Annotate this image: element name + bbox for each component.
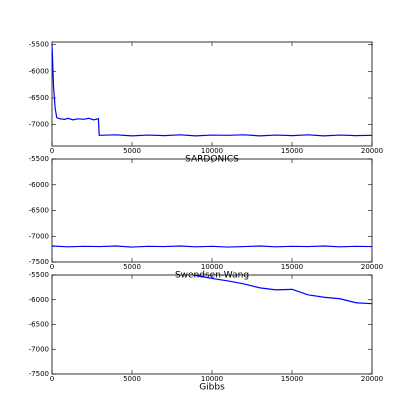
x-tick-label: 15000 [281, 263, 303, 271]
x-tick-label: 0 [50, 263, 54, 271]
x-tick-label: 0 [50, 375, 54, 383]
y-tick-label: -5500 [29, 155, 49, 163]
x-tick-label: 15000 [281, 147, 303, 155]
x-tick-label: 10000 [201, 375, 223, 383]
x-tick-label: 10000 [201, 147, 223, 155]
x-tick-label: 10000 [201, 263, 223, 271]
y-tick-label: -7500 [29, 370, 49, 378]
y-tick-label: -6000 [29, 181, 49, 189]
y-tick-label: -6500 [29, 321, 49, 329]
y-tick-label: -7000 [29, 121, 49, 129]
x-axis-label: Gibbs [199, 383, 225, 393]
y-tick-label: -6500 [29, 94, 49, 102]
axes-frame [51, 41, 373, 147]
x-tick-label: 0 [50, 147, 54, 155]
y-tick-label: -7000 [29, 232, 49, 240]
x-tick-label: 5000 [123, 375, 141, 383]
x-tick-label: 5000 [123, 263, 141, 271]
y-tick-label: -5500 [29, 41, 49, 49]
x-tick-label: 20000 [361, 147, 383, 155]
x-tick-label: 15000 [281, 375, 303, 383]
y-tick-label: -5500 [29, 271, 49, 279]
y-tick-label: -7500 [29, 258, 49, 266]
x-tick-label: 20000 [361, 375, 383, 383]
y-tick-label: -7000 [29, 345, 49, 353]
axes-frame [51, 274, 373, 375]
data-line [192, 275, 372, 305]
y-tick-label: -6500 [29, 207, 49, 215]
y-tick-label: -6000 [29, 67, 49, 75]
x-tick-label: 5000 [123, 147, 141, 155]
data-line [52, 245, 372, 248]
data-line [52, 44, 372, 137]
x-tick-label: 20000 [361, 263, 383, 271]
y-tick-label: -6000 [29, 296, 49, 304]
